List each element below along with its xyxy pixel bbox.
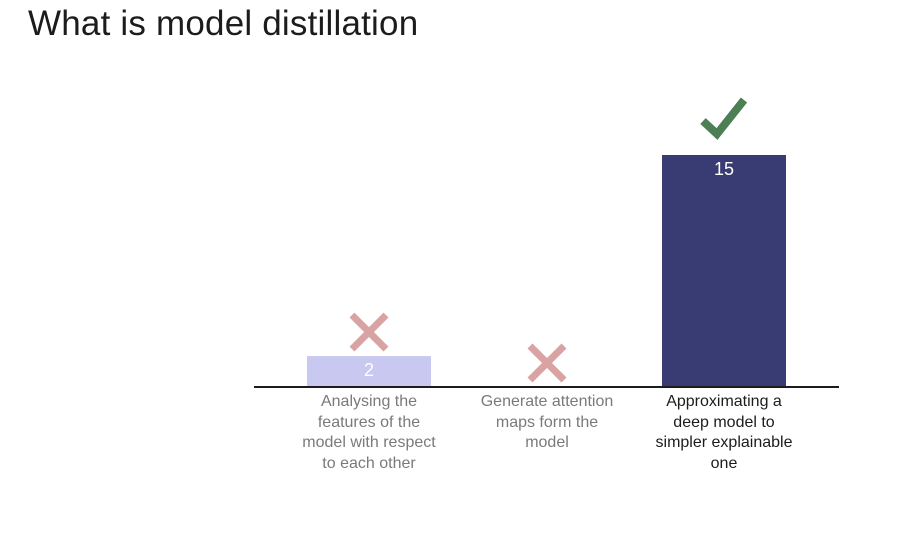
bar-2 — [662, 155, 786, 387]
category-label-analysing: Analysing the features of the model with… — [302, 393, 436, 472]
check-icon-2 — [700, 97, 748, 140]
category-label-attention-maps: Generate attention maps form the model — [480, 393, 614, 451]
data-label-0: 2 — [364, 360, 374, 380]
data-label-2: 15 — [714, 159, 734, 179]
cross-icon-0-b — [349, 312, 389, 352]
cross-icon-1-b — [527, 343, 567, 383]
bar-0 — [307, 356, 431, 387]
chart-title: What is model distillation — [28, 4, 419, 43]
category-label-approximating: Approximating a deep model to simpler ex… — [655, 393, 793, 472]
